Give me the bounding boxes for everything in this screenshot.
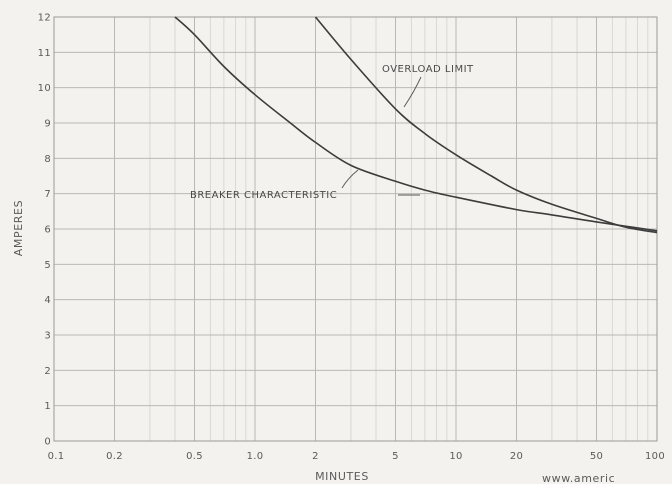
y-tick-label: 9	[44, 119, 51, 130]
x-tick-label: 5	[392, 451, 399, 462]
x-tick-label: 0.5	[186, 451, 203, 462]
y-tick-label: 11	[38, 48, 51, 59]
x-tick-label: 10	[449, 451, 462, 462]
x-axis-title: MINUTES	[315, 470, 369, 483]
x-tick-label: 50	[590, 451, 603, 462]
series-line-breaker-characteristic	[174, 16, 658, 232]
x-tick-labels: 0.1 0.2 0.5 1.0 2 5 10 20 50 100	[48, 451, 665, 462]
y-tick-label: 0	[44, 437, 51, 448]
grid-lines	[53, 16, 658, 442]
plot-frame	[53, 16, 658, 442]
x-tick-label: 0.2	[106, 451, 123, 462]
x-tick-label: 0.1	[48, 451, 65, 462]
breaker-characteristic-pointer	[341, 169, 359, 189]
y-tick-label: 12	[38, 13, 51, 24]
series-label-overload-limit: OVERLOAD LIMIT	[382, 64, 474, 75]
series-label-breaker-characteristic: BREAKER CHARACTERISTIC	[190, 190, 337, 201]
y-tick-label: 6	[44, 225, 51, 236]
series-layer	[174, 16, 658, 234]
y-tick-label: 1	[44, 401, 51, 412]
y-tick-label: 2	[44, 366, 51, 377]
y-tick-label: 5	[44, 260, 51, 271]
y-tick-label: 3	[44, 331, 51, 342]
y-tick-label: 10	[38, 83, 51, 94]
footer-watermark-text: www.americ	[542, 472, 615, 484]
x-tick-label: 20	[510, 451, 523, 462]
y-tick-label: 4	[44, 295, 51, 306]
y-axis-title: AMPERES	[12, 200, 25, 256]
x-tick-label: 100	[645, 451, 665, 462]
x-tick-label: 1.0	[247, 451, 264, 462]
y-tick-label: 7	[44, 189, 51, 200]
y-tick-label: 8	[44, 154, 51, 165]
x-tick-label: 2	[312, 451, 319, 462]
overload-limit-pointer	[403, 76, 422, 108]
series-line-overload-limit	[314, 16, 658, 234]
